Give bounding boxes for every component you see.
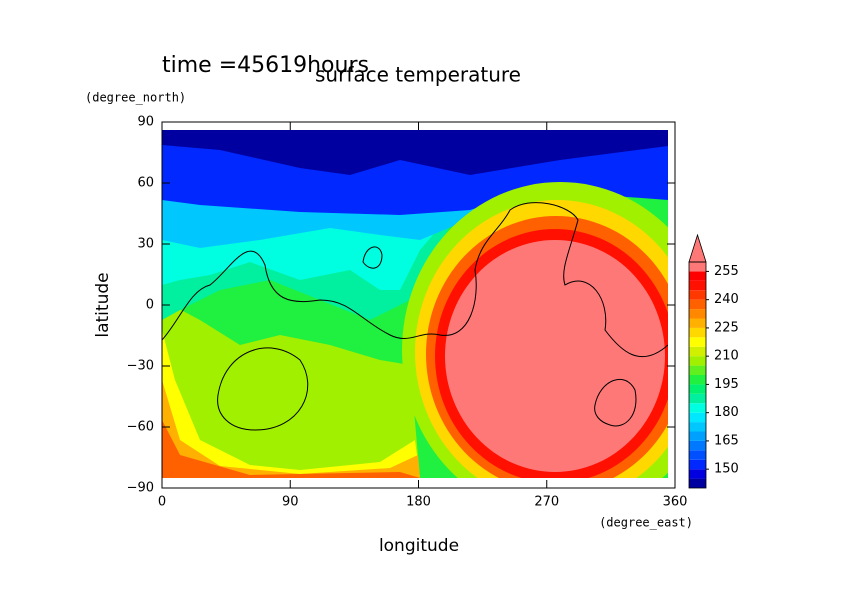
colorbar-band <box>689 356 706 366</box>
y-tick-label: −60 <box>127 420 154 435</box>
x-tick-label: 180 <box>406 495 431 510</box>
colorbar-band <box>689 384 706 394</box>
colorbar-band <box>689 431 706 441</box>
colorbar-tick-label: 165 <box>714 433 739 448</box>
subtitle: time =45619hours <box>162 53 369 78</box>
colorbar-band <box>689 422 706 432</box>
colorbar-frame <box>688 261 707 489</box>
colorbar-tick-label: 240 <box>714 292 739 307</box>
colorbar-band <box>689 412 706 423</box>
colorbar-band <box>689 393 706 404</box>
colorbar-band <box>689 309 706 319</box>
colorbar-band <box>689 290 706 300</box>
contour-band <box>162 300 420 478</box>
colorbar-band <box>689 318 706 328</box>
colorbar-band <box>689 440 706 451</box>
x-tick-label: 360 <box>663 495 688 510</box>
colorbar-band <box>689 262 706 272</box>
x-unit: (degree_east) <box>599 516 693 530</box>
colorbar-band <box>689 365 706 375</box>
colorbar-band <box>689 478 706 488</box>
colorbar-tick-label: 225 <box>714 320 739 335</box>
y-tick-label: 30 <box>137 237 154 252</box>
colorbar-band <box>689 375 706 385</box>
colorbar-band <box>689 469 706 479</box>
chart-title: surface temperature <box>315 63 521 87</box>
colorbar-band <box>689 403 706 413</box>
x-tick-label: 270 <box>534 495 559 510</box>
colorbar-band <box>689 271 706 281</box>
colorbar-band <box>689 327 706 338</box>
colorbar-tick-label: 150 <box>714 462 739 477</box>
colorbar-tick-label: 210 <box>714 349 739 364</box>
colorbar-band <box>689 280 706 291</box>
colorbar-band <box>689 299 706 310</box>
x-axis-label: longitude <box>379 536 459 556</box>
colorbar-tick-label: 195 <box>714 377 739 392</box>
colorbar-band <box>689 337 706 347</box>
colorbar-tick-label: 180 <box>714 405 739 420</box>
y-unit: (degree_north) <box>85 91 186 105</box>
y-tick-label: 0 <box>146 298 154 313</box>
y-axis-label: latitude <box>93 272 113 337</box>
field <box>162 130 668 478</box>
x-tick-label: 90 <box>282 495 299 510</box>
colorbar-tick-label: 255 <box>714 264 739 279</box>
contour-band <box>445 240 665 472</box>
x-tick-label: 0 <box>158 495 166 510</box>
y-tick-label: −90 <box>127 481 154 496</box>
colorbar-band <box>689 450 706 460</box>
contour-band <box>162 130 668 175</box>
colorbar-extension <box>688 233 707 263</box>
colorbar-band <box>689 346 706 357</box>
y-tick-label: 90 <box>137 115 154 130</box>
coastline <box>162 202 668 431</box>
colorbar-band <box>689 459 706 470</box>
y-tick-label: −30 <box>127 359 154 374</box>
y-tick-label: 60 <box>137 176 154 191</box>
contour-band <box>162 420 420 478</box>
